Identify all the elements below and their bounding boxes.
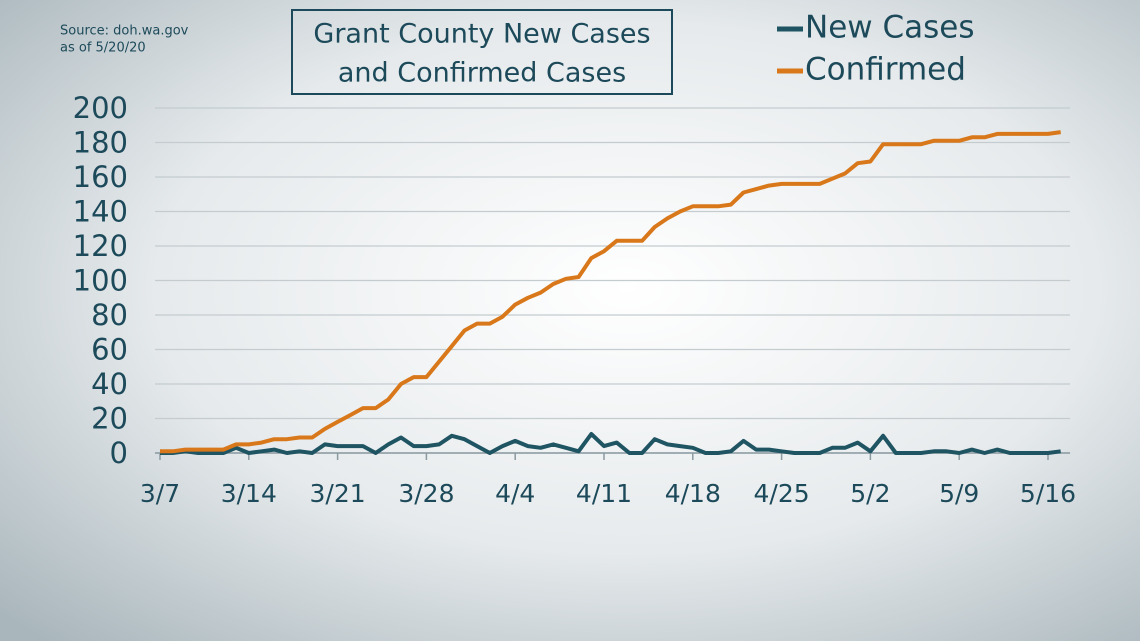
y-tick-label: 80 <box>91 298 128 332</box>
y-tick-label: 120 <box>73 229 128 263</box>
series-line <box>160 130 1061 454</box>
x-tick-label: 3/21 <box>310 479 366 508</box>
x-tick-label: 4/4 <box>495 479 535 508</box>
y-tick-label: 20 <box>91 402 128 436</box>
y-tick-label: 60 <box>91 333 128 367</box>
y-tick-label: 180 <box>73 126 128 160</box>
source: Source: doh.wa.gov <box>60 24 189 39</box>
x-tick-label: 5/2 <box>850 479 890 508</box>
x-tick-label: 5/16 <box>1020 479 1076 508</box>
chart-title: and Confirmed Cases <box>338 58 626 89</box>
series-line <box>160 432 1061 455</box>
y-tick-label: 140 <box>73 195 128 229</box>
legend-label: Confirmed <box>805 52 966 88</box>
y-tick-label: 100 <box>73 264 128 298</box>
x-tick-label: 4/11 <box>576 479 632 508</box>
y-tick-label: 0 <box>110 436 128 470</box>
source: as of 5/20/20 <box>60 41 146 56</box>
x-tick-label: 3/7 <box>140 479 180 508</box>
y-tick-label: 160 <box>73 160 128 194</box>
y-tick-label: 200 <box>73 91 128 125</box>
chart-title: Grant County New Cases <box>313 19 650 50</box>
x-tick-label: 5/9 <box>939 479 979 508</box>
x-tick-label: 4/25 <box>754 479 810 508</box>
y-tick-label: 40 <box>91 367 128 401</box>
x-tick-label: 4/18 <box>665 479 721 508</box>
legend-label: New Cases <box>805 10 975 46</box>
x-tick-label: 3/14 <box>221 479 277 508</box>
title-box <box>291 9 673 95</box>
x-tick-label: 3/28 <box>398 479 454 508</box>
